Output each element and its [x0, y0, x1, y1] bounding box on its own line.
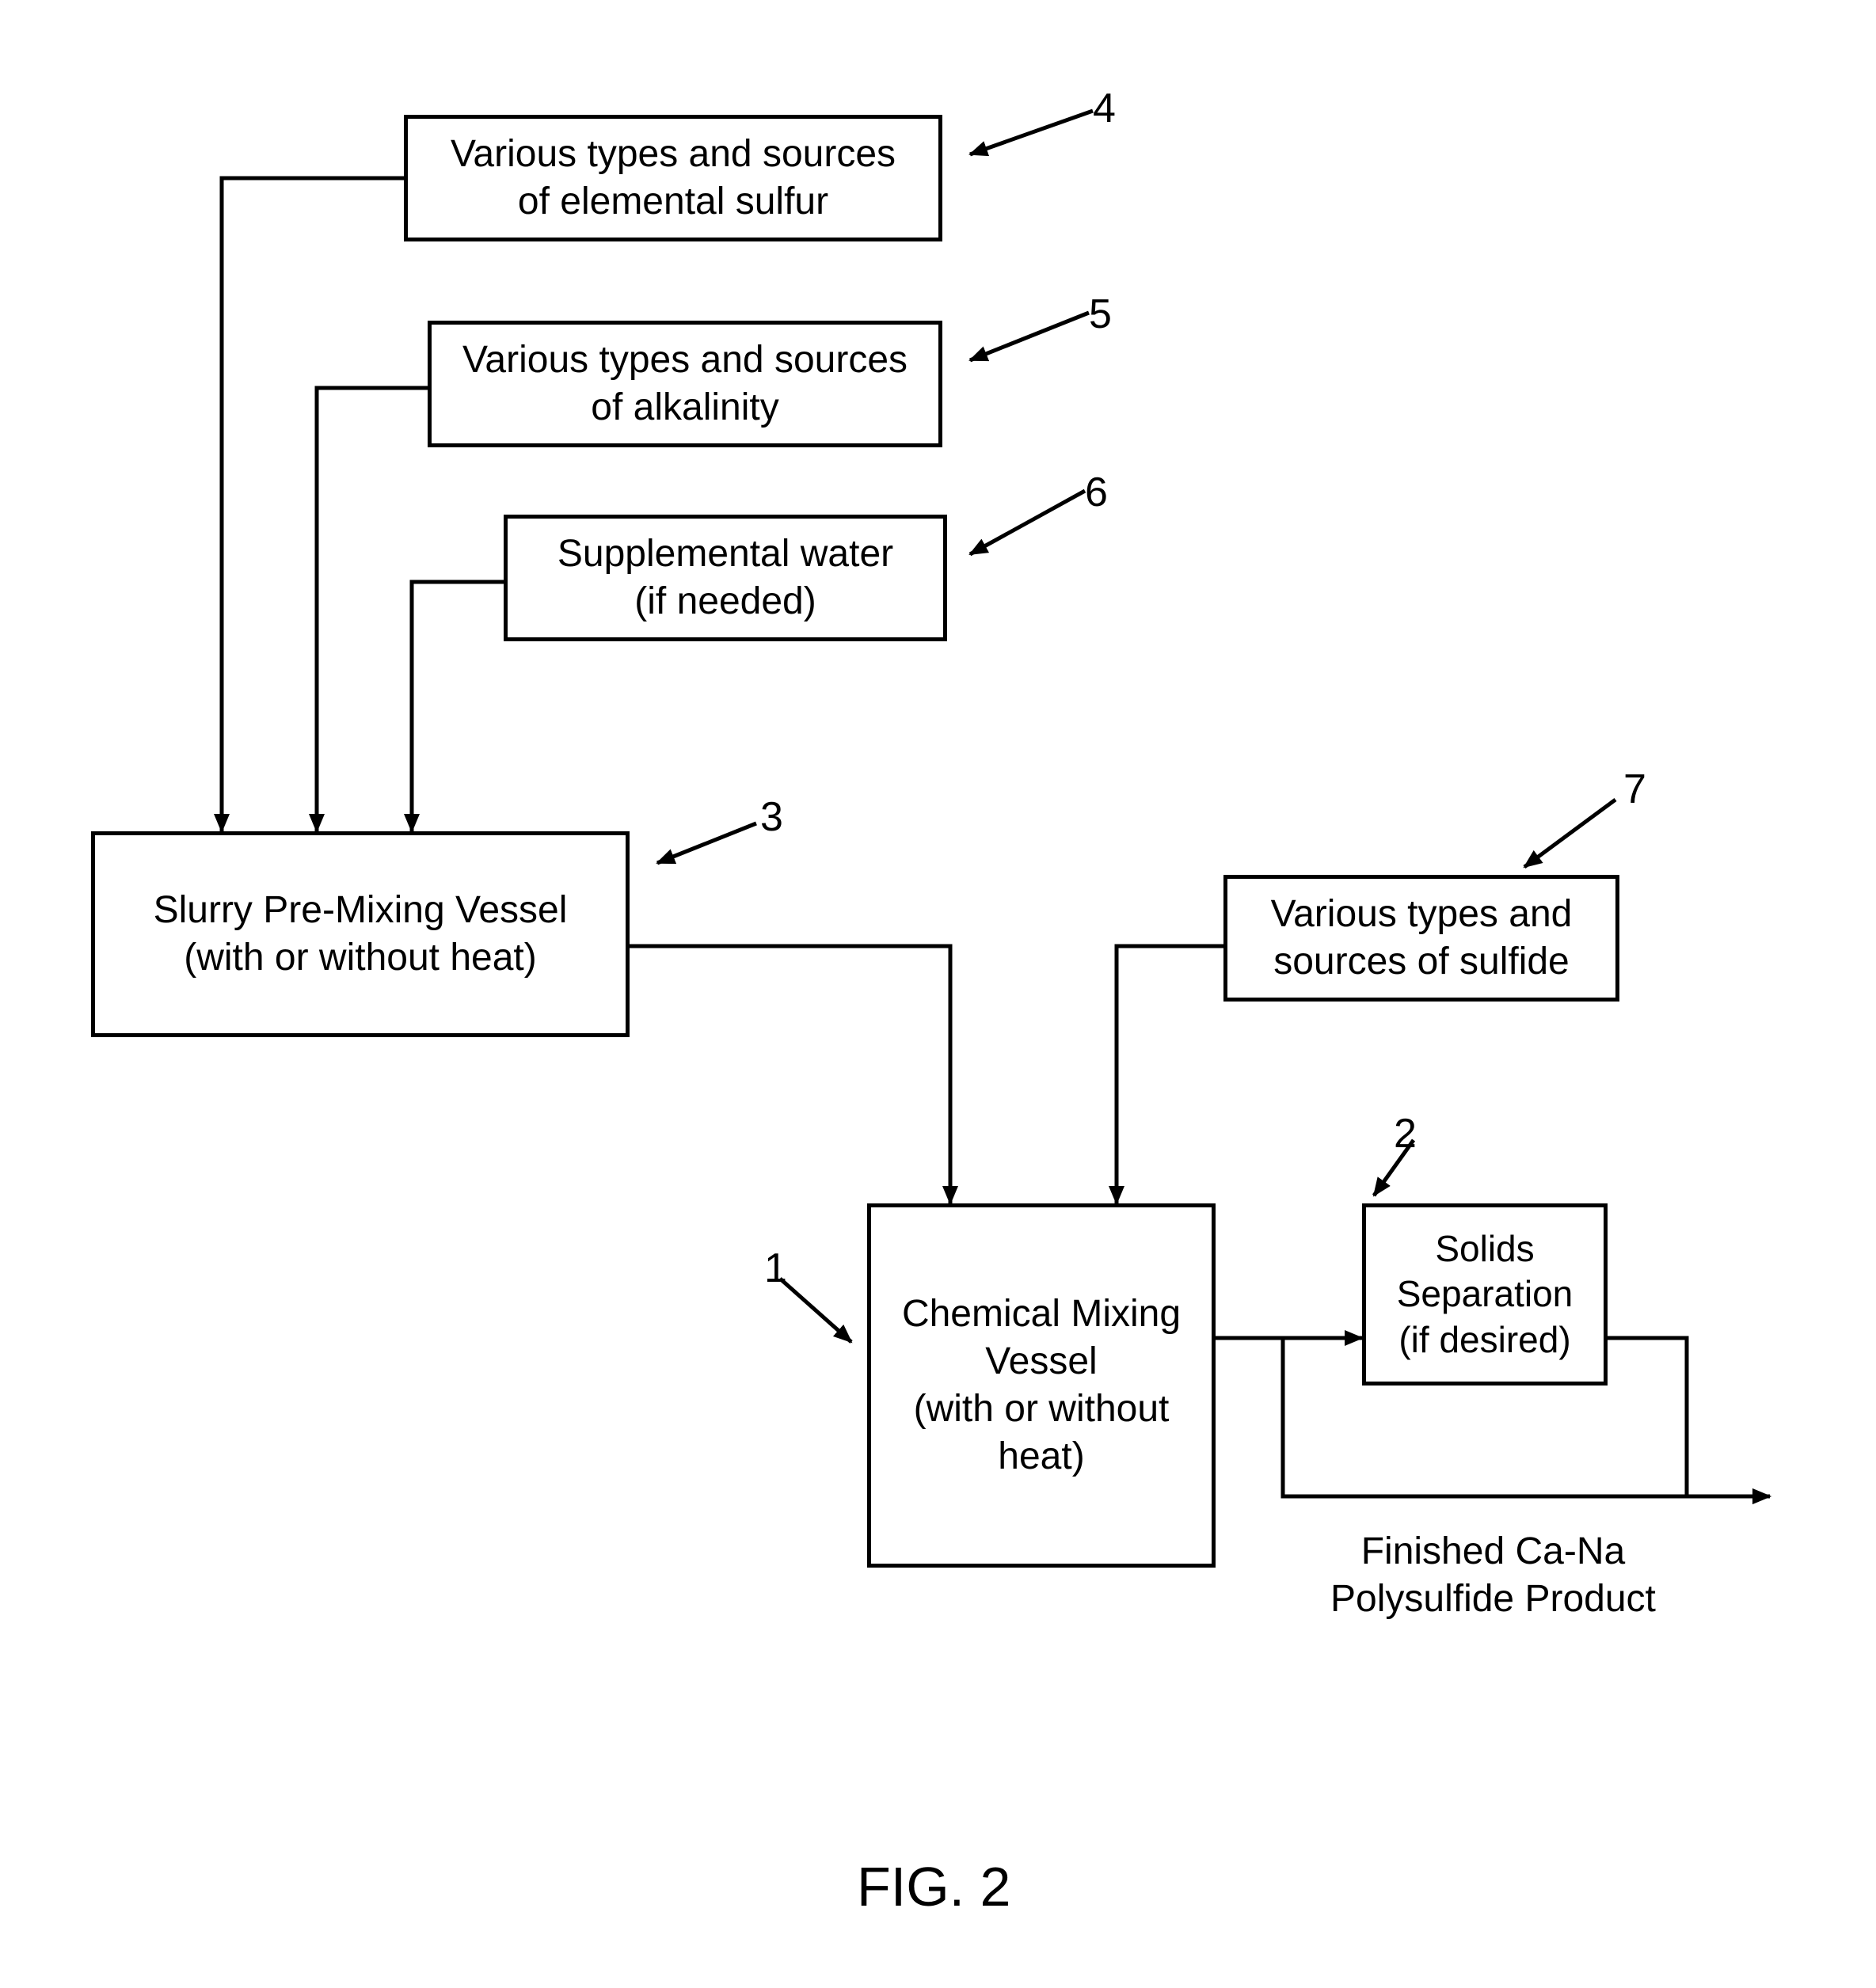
node-solids-separation: SolidsSeparation(if desired): [1362, 1203, 1608, 1386]
node-slurry-premixing-vessel: Slurry Pre-Mixing Vessel(with or without…: [91, 831, 630, 1037]
ref-numeral-1: 1: [764, 1243, 787, 1294]
ref-numeral-5: 5: [1089, 289, 1112, 340]
output-product-label: Finished Ca-NaPolysulfide Product: [1330, 1528, 1656, 1623]
figure-caption: FIG. 2: [857, 1853, 1010, 1922]
ref-numeral-3: 3: [760, 792, 783, 843]
node-label: Chemical MixingVessel(with or withouthea…: [902, 1290, 1181, 1481]
ref-numeral-6: 6: [1085, 467, 1108, 519]
ref-numeral-2: 2: [1394, 1108, 1417, 1160]
node-label: SolidsSeparation(if desired): [1397, 1226, 1573, 1363]
node-label: Slurry Pre-Mixing Vessel(with or without…: [154, 887, 568, 982]
node-alkalinity-sources: Various types and sourcesof alkalinity: [428, 321, 942, 447]
node-label: Various types and sourcesof elemental su…: [451, 131, 896, 226]
node-sulfide-sources: Various types andsources of sulfide: [1223, 875, 1619, 1002]
node-sulfur-sources: Various types and sourcesof elemental su…: [404, 115, 942, 241]
ref-numeral-7: 7: [1623, 764, 1646, 815]
node-supplemental-water: Supplemental water(if needed): [504, 515, 947, 641]
ref-numeral-4: 4: [1093, 83, 1116, 135]
node-label: Supplemental water(if needed): [557, 530, 893, 625]
node-label: Various types andsources of sulfide: [1271, 891, 1573, 986]
diagram-canvas: Various types and sourcesof elemental su…: [0, 0, 1876, 1988]
node-chemical-mixing-vessel: Chemical MixingVessel(with or withouthea…: [867, 1203, 1216, 1568]
node-label: Various types and sourcesof alkalinity: [462, 336, 908, 431]
